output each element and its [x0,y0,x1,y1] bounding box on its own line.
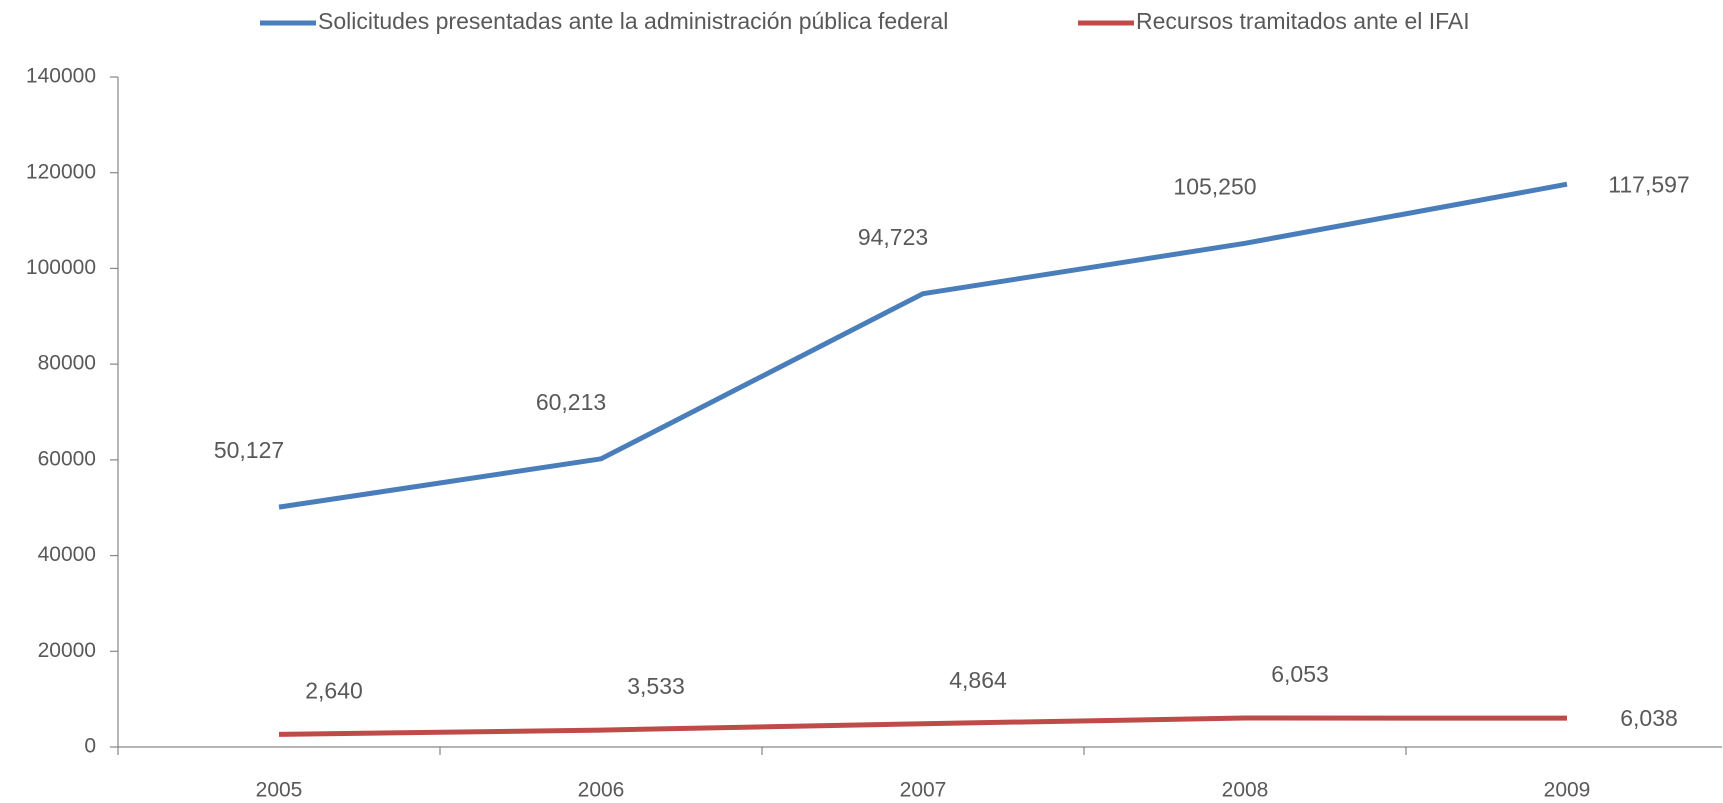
x-tick-label: 2007 [900,779,947,802]
legend-label: Recursos tramitados ante el IFAI [1136,8,1470,34]
data-label: 6,038 [1620,705,1678,731]
x-tick-label: 2008 [1222,779,1269,802]
legend-label: Solicitudes presentadas ante la administ… [318,8,948,34]
y-tick-label: 0 [84,735,96,758]
y-tick-label: 80000 [38,352,96,375]
x-tick-label: 2006 [578,779,625,802]
data-label: 105,250 [1173,173,1256,199]
y-tick-label: 60000 [38,447,96,470]
series-line [278,181,1568,510]
y-tick-label: 120000 [26,160,96,183]
x-tick-label: 2009 [1544,779,1591,802]
y-tick-label: 140000 [26,65,96,88]
data-label: 117,597 [1608,171,1689,197]
y-tick-label: 100000 [26,256,96,279]
y-tick-label: 40000 [38,543,96,566]
data-label: 60,213 [536,389,606,415]
data-label: 50,127 [214,437,284,463]
data-label: 6,053 [1271,661,1329,687]
series-line [278,715,1568,737]
y-tick-label: 20000 [38,639,96,662]
x-tick-label: 2005 [256,779,303,802]
data-label: 3,533 [627,673,685,699]
data-label: 4,864 [949,667,1007,693]
data-label: 2,640 [305,677,363,703]
data-label: 94,723 [858,224,928,250]
